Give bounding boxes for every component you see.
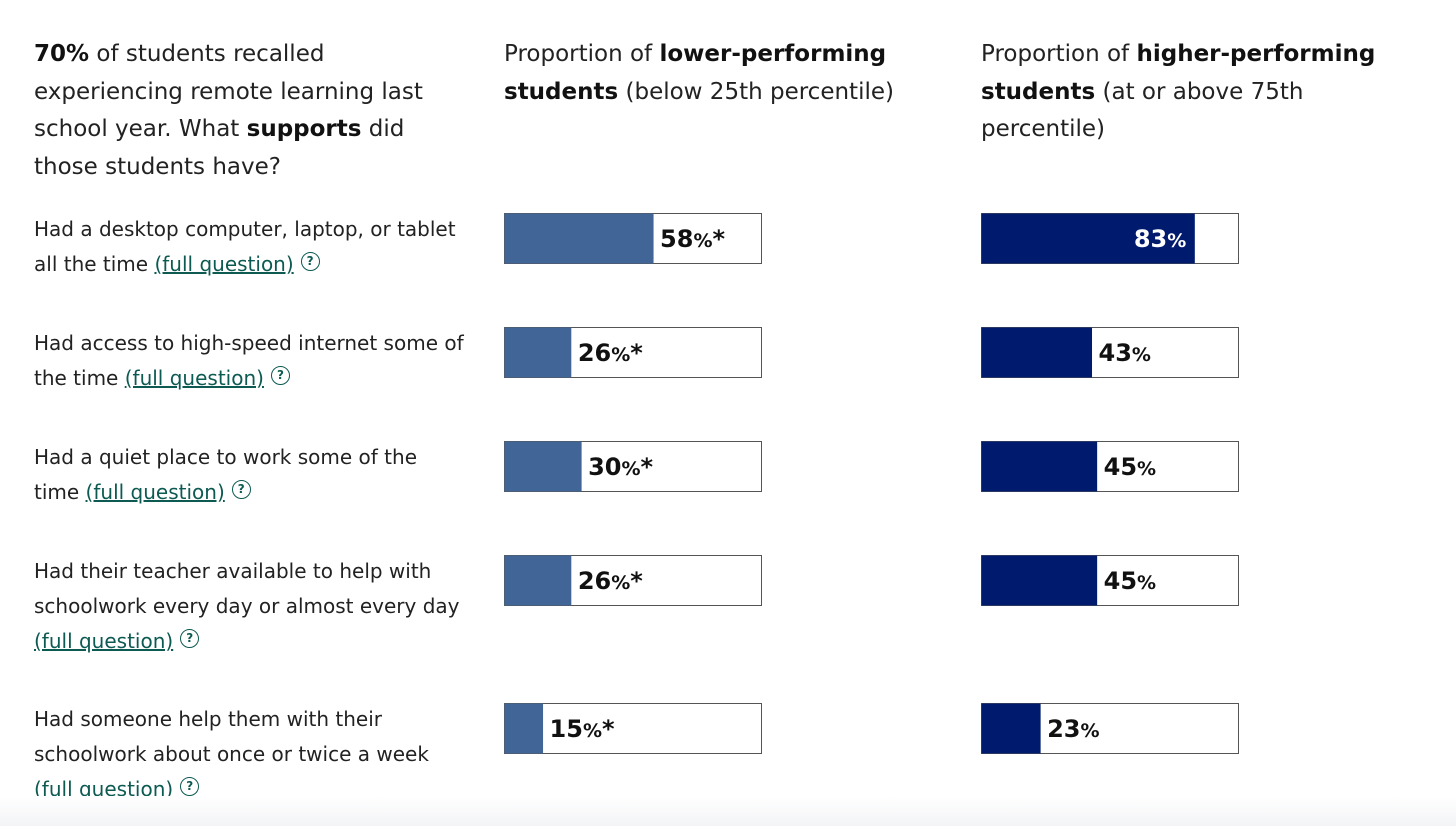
full-question-link[interactable]: (full question) bbox=[34, 629, 174, 653]
row-label-internet: Had access to high-speed internet some o… bbox=[34, 331, 464, 390]
bar-value-label: 45% bbox=[1104, 453, 1156, 481]
bar-fill bbox=[504, 555, 572, 606]
bar-value-label: 83% bbox=[1134, 225, 1186, 253]
row-label-teacher: Had their teacher available to help with… bbox=[34, 559, 460, 653]
help-circle-icon[interactable]: ? bbox=[300, 252, 320, 271]
bar-value-label: 26%* bbox=[578, 567, 643, 595]
bottom-fade bbox=[0, 796, 1456, 826]
bar-fill bbox=[981, 703, 1041, 754]
bar-value-label: 58%* bbox=[660, 225, 725, 253]
bar-value-label: 26%* bbox=[578, 339, 643, 367]
lower-performing-column-title: Proportion of lower-performing students … bbox=[504, 41, 894, 105]
bar-value-label: 23% bbox=[1047, 715, 1099, 743]
help-circle-icon[interactable]: ? bbox=[231, 480, 251, 499]
bar-fill bbox=[504, 703, 544, 754]
row-label-quiet-place: Had a quiet place to work some of the ti… bbox=[34, 445, 418, 504]
full-question-link[interactable]: (full question) bbox=[154, 252, 294, 276]
bar-track bbox=[504, 703, 762, 754]
bar-fill bbox=[981, 441, 1098, 492]
row-label-someone-help: Had someone help them with their schoolw… bbox=[34, 707, 429, 801]
bar-value-label: 43% bbox=[1099, 339, 1151, 367]
bar-fill bbox=[981, 327, 1093, 378]
bar-fill bbox=[504, 213, 654, 264]
bar-value-label: 45% bbox=[1104, 567, 1156, 595]
full-question-link[interactable]: (full question) bbox=[124, 366, 264, 390]
bar-fill bbox=[504, 441, 582, 492]
help-circle-icon[interactable]: ? bbox=[180, 629, 200, 648]
help-circle-icon[interactable]: ? bbox=[180, 777, 200, 796]
bar-value-label: 15%* bbox=[550, 715, 615, 743]
bar-fill bbox=[981, 213, 1195, 264]
higher-performing-column-title: Proportion of higher-performing students… bbox=[981, 41, 1376, 142]
bar-fill bbox=[504, 327, 572, 378]
full-question-link[interactable]: (full question) bbox=[85, 480, 225, 504]
help-circle-icon[interactable]: ? bbox=[270, 366, 290, 385]
intro-heading: 70% of students recalled experiencing re… bbox=[34, 41, 423, 180]
bar-value-label: 30%* bbox=[588, 453, 653, 481]
bar-fill bbox=[981, 555, 1098, 606]
row-label-device: Had a desktop computer, laptop, or table… bbox=[34, 217, 456, 276]
